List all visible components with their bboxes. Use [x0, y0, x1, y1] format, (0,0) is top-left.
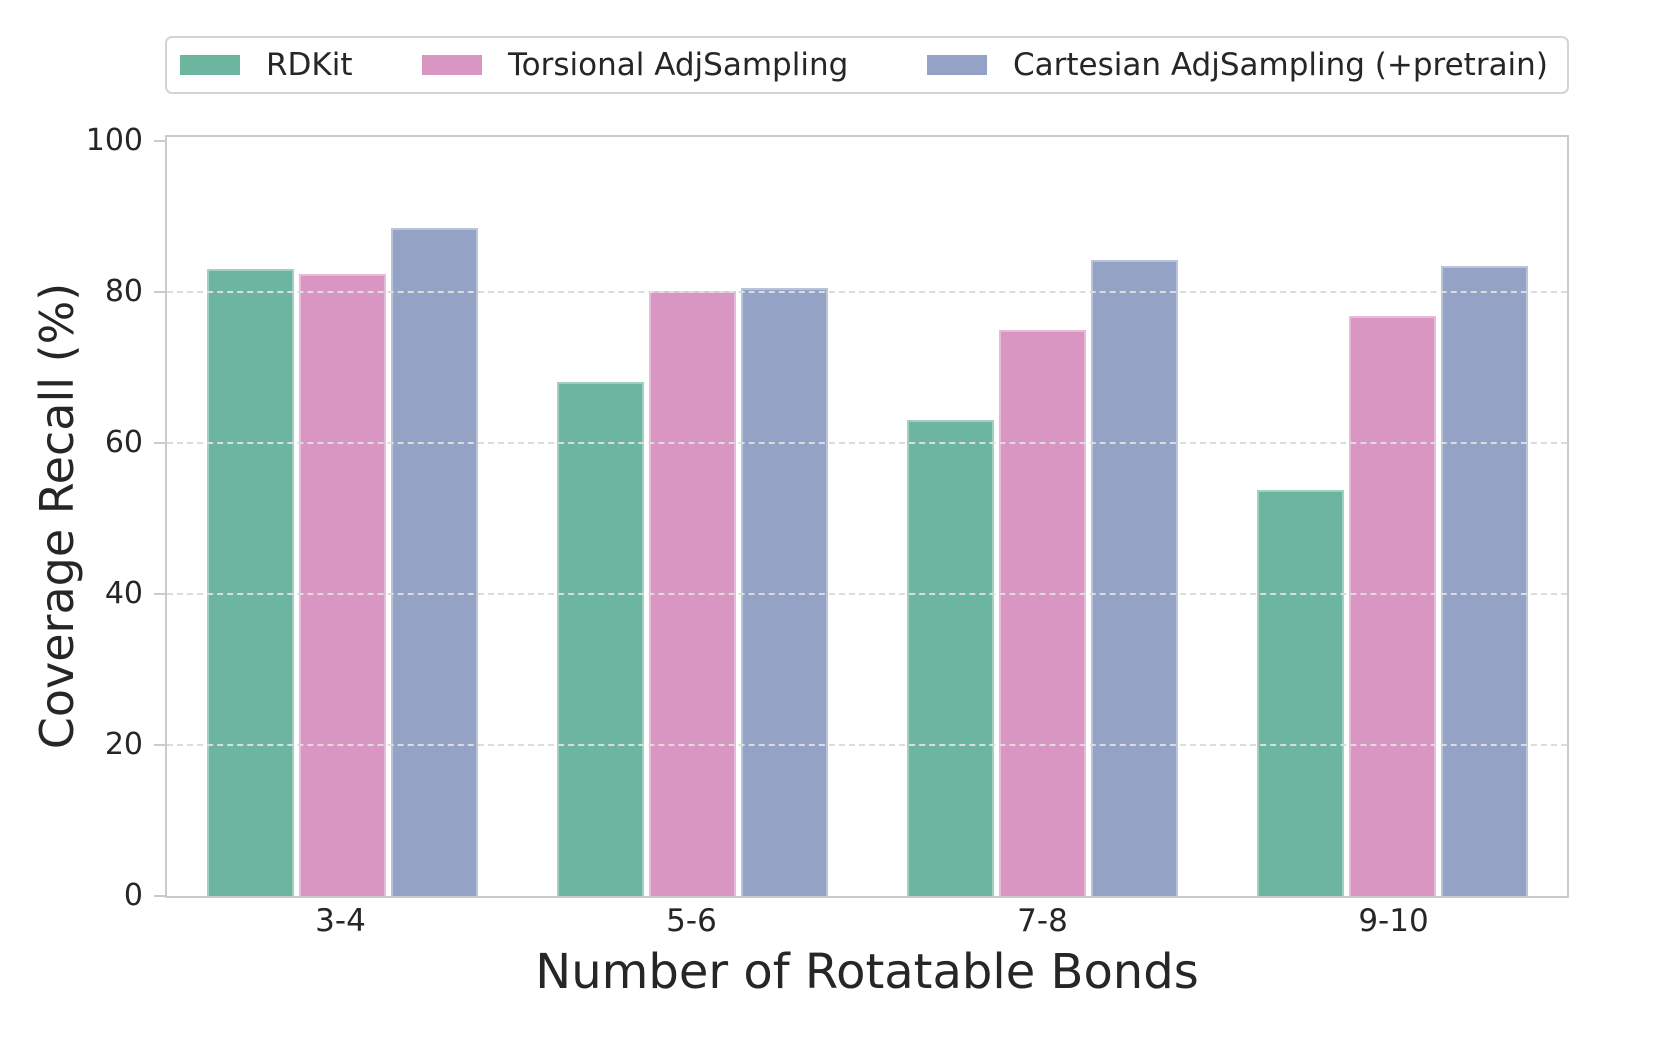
bar-torsional-adjsampling-7-8 [998, 330, 1086, 896]
y-tick-label-0: 0 [123, 878, 143, 913]
bar-rdkit-5-6 [556, 382, 644, 896]
legend-label-torsional: Torsional AdjSampling [508, 46, 849, 83]
legend-item-cartesian: Cartesian AdjSampling (+pretrain) [927, 38, 1548, 92]
y-tick-mark-0 [154, 895, 165, 897]
bar-cartesian-adjsampling-pretrain-5-6 [740, 288, 828, 896]
gridline-60 [167, 441, 1567, 444]
legend-swatch-rdkit [180, 55, 240, 75]
y-tick-mark-40 [154, 592, 165, 595]
bar-group-9-10 [1217, 137, 1567, 896]
legend-swatch-cartesian [927, 55, 987, 75]
legend-swatch-torsional [422, 55, 482, 75]
legend-label-rdkit: RDKit [266, 46, 353, 83]
y-tick-label-40: 40 [104, 575, 143, 611]
y-tick-mark-100 [154, 139, 165, 142]
x-axis-title: Number of Rotatable Bonds [535, 944, 1199, 1000]
legend: RDKit Torsional AdjSampling Cartesian Ad… [165, 36, 1569, 94]
y-tick-mark-60 [154, 441, 165, 444]
bar-group-3-4 [167, 137, 517, 896]
bar-cartesian-adjsampling-pretrain-3-4 [390, 228, 478, 896]
legend-item-rdkit: RDKit [180, 38, 353, 92]
gridline-20 [167, 743, 1567, 746]
x-tick-label: 5-6 [666, 903, 717, 939]
x-tick-label: 7-8 [1017, 903, 1068, 939]
legend-label-cartesian: Cartesian AdjSampling (+pretrain) [1013, 46, 1548, 83]
bar-group-5-6 [517, 137, 867, 896]
y-axis-title: Coverage Recall (%) [30, 282, 84, 750]
bar-torsional-adjsampling-9-10 [1348, 316, 1436, 896]
gridline-40 [167, 592, 1567, 595]
bar-rdkit-3-4 [206, 269, 294, 896]
x-tick-label: 9-10 [1358, 903, 1429, 939]
bar-group-7-8 [867, 137, 1217, 896]
bar-rdkit-9-10 [1256, 490, 1344, 896]
x-tick-row: 3-4 5-6 7-8 9-10 [165, 903, 1569, 940]
y-tick-label-80: 80 [104, 273, 143, 309]
bar-cartesian-adjsampling-pretrain-7-8 [1090, 260, 1178, 896]
y-tick-label-100: 100 [85, 122, 143, 158]
y-tick-label-60: 60 [104, 424, 143, 460]
legend-item-torsional: Torsional AdjSampling [422, 38, 848, 92]
y-tick-label-20: 20 [104, 726, 143, 762]
bar-torsional-adjsampling-3-4 [298, 274, 386, 896]
x-tick-label: 3-4 [315, 903, 366, 939]
gridline-80 [167, 290, 1567, 293]
y-tick-mark-80 [154, 290, 165, 293]
bar-groups-container [167, 137, 1567, 896]
bar-cartesian-adjsampling-pretrain-9-10 [1440, 266, 1528, 896]
plot-area: 0 20 40 60 80 100 [86, 123, 1569, 913]
bar-rdkit-7-8 [906, 420, 994, 896]
y-tick-mark-20 [154, 743, 165, 746]
